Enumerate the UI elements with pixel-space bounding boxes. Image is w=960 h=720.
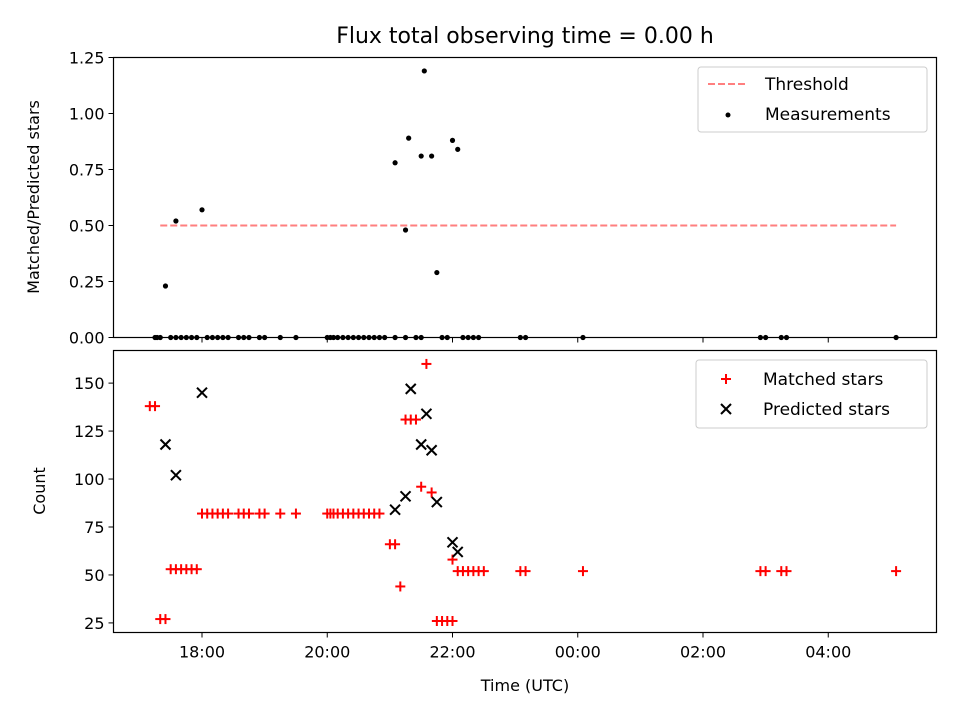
predicted-star-point — [170, 469, 182, 481]
predicted-star-point — [420, 408, 433, 420]
matched-star-point — [577, 566, 588, 577]
measurement-point — [418, 153, 424, 159]
matched-star-point — [416, 481, 427, 492]
matched-star-point — [891, 566, 902, 577]
matched-star-point — [447, 615, 458, 626]
bottom-y-tick-label: 50 — [84, 566, 104, 585]
matched-star-point — [395, 581, 406, 592]
matched-star-point — [390, 539, 401, 550]
legend-matched-marker — [721, 374, 731, 384]
measurement-point — [421, 68, 427, 74]
legend-predicted-marker — [720, 403, 732, 415]
bottom-y-tick-label: 100 — [74, 470, 105, 489]
bottom-x-tick-label: 02:00 — [680, 643, 726, 662]
matched-star-point — [781, 566, 792, 577]
legend-threshold-label: Threshold — [764, 75, 849, 95]
measurement-point — [199, 207, 205, 213]
matched-star-point — [223, 508, 234, 519]
predicted-star-point — [399, 490, 412, 503]
bottom-x-tick-label: 18:00 — [179, 643, 225, 662]
top-y-tick-label: 1.25 — [69, 49, 105, 68]
measurement-point — [449, 137, 456, 143]
legend-measurements-label: Measurements — [765, 105, 891, 125]
bottom-chart-plot-frame — [112, 349, 938, 634]
predicted-star-point — [389, 504, 401, 516]
predicted-star-point — [425, 444, 438, 456]
bottom-chart-ticks: 25 50 75 100 125 150 18:00 20:00 22:00 00:00 02:00… — [74, 374, 851, 661]
bottom-x-tick-label: 20:00 — [304, 643, 350, 662]
bottom-chart-y-axis-label: Count — [30, 467, 49, 515]
top-chart-title: Flux total observing time = 0.00 h — [336, 24, 714, 49]
bottom-x-tick-label: 22:00 — [429, 643, 475, 662]
top-y-tick-label: 0.50 — [69, 217, 105, 236]
bottom-chart-legend: Matched stars Predicted stars — [695, 359, 928, 429]
matched-star-point — [760, 566, 771, 577]
matched-star-point — [410, 414, 421, 425]
bottom-legend-box — [695, 359, 928, 429]
predicted-star-point — [415, 438, 427, 451]
top-chart-y-axis-label: Matched/Predicted stars — [24, 100, 43, 294]
bottom-y-tick-label: 150 — [74, 374, 105, 393]
legend-predicted-swatch — [720, 403, 732, 415]
legend-predicted-label: Predicted stars — [763, 400, 890, 420]
measurement-point — [173, 218, 179, 224]
top-y-tick-label: 0.75 — [69, 161, 105, 180]
matched-star-point — [478, 566, 489, 577]
matched-star-point — [243, 508, 254, 519]
top-y-tick-label: 1.00 — [69, 105, 105, 124]
bottom-y-tick-label: 25 — [84, 614, 104, 633]
top-chart-legend: Threshold Measurements — [697, 66, 928, 133]
top-legend-box — [697, 66, 928, 133]
predicted-star-point — [159, 438, 172, 451]
measurement-point — [455, 146, 461, 152]
predicted-star-point — [405, 383, 417, 395]
bottom-y-tick-label: 75 — [84, 518, 104, 537]
top-chart-ticks: 0.00 0.25 0.50 0.75 1.00 1.25 — [69, 49, 829, 348]
measurement-point — [406, 135, 412, 141]
legend-measurements-swatch — [725, 112, 731, 118]
predicted-star-point — [431, 496, 443, 508]
measurement-point — [162, 283, 169, 289]
legend-matched-swatch — [721, 374, 731, 384]
bottom-x-tick-label: 04:00 — [805, 643, 851, 662]
matched-star-point — [275, 508, 286, 519]
matched-star-point — [421, 358, 432, 369]
measurement-point — [429, 153, 435, 159]
matched-star-point — [426, 487, 437, 498]
top-chart-plot-frame — [112, 56, 938, 339]
bottom-x-tick-label: 00:00 — [555, 643, 601, 662]
predicted-star-point — [446, 536, 459, 549]
top-y-tick-label: 0.25 — [69, 273, 105, 292]
bottom-chart-marks — [144, 358, 902, 626]
bottom-chart-x-axis-label: Time (UTC) — [480, 676, 569, 695]
matched-star-point — [191, 564, 202, 575]
measurement-point — [402, 227, 409, 233]
matched-star-point — [259, 508, 270, 519]
top-y-tick-label: 0.00 — [69, 329, 105, 348]
matched-star-point — [160, 614, 171, 625]
measurement-point — [392, 160, 398, 166]
legend-matched-label: Matched stars — [763, 370, 883, 390]
measurement-point — [434, 269, 440, 276]
predicted-star-point — [196, 386, 208, 399]
predicted-star-point — [452, 546, 464, 558]
matched-star-point — [290, 508, 301, 519]
matched-star-point — [150, 401, 161, 412]
matched-star-point — [374, 508, 385, 519]
bottom-y-tick-label: 125 — [74, 422, 105, 441]
matched-star-point — [520, 566, 531, 577]
